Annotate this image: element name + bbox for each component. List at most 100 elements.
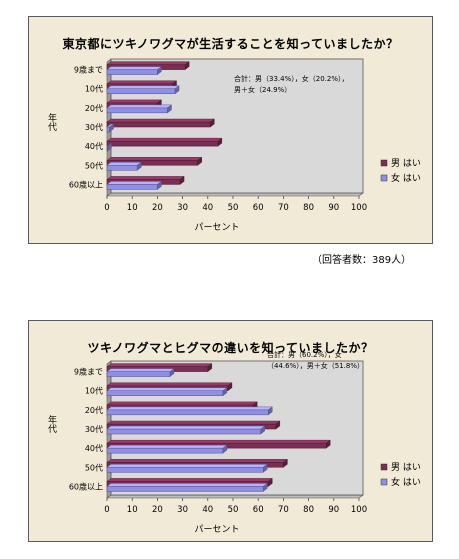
bar-end-face bbox=[268, 478, 273, 487]
x-tick-label: 80 bbox=[303, 505, 314, 515]
x-tick-label: 60 bbox=[253, 505, 264, 515]
bar-male bbox=[106, 121, 211, 128]
bar-top-face bbox=[106, 176, 185, 180]
bar-end-face bbox=[268, 406, 273, 416]
x-tick-label: 30 bbox=[177, 505, 188, 515]
bar-female bbox=[106, 184, 158, 190]
total-annotation: 男＋女（24.9%） bbox=[234, 85, 291, 94]
bar-end-face bbox=[222, 387, 228, 397]
category-label: 10代 bbox=[85, 386, 103, 396]
bar-female bbox=[106, 69, 158, 75]
category-label: 20代 bbox=[85, 103, 103, 113]
bar-end-face bbox=[227, 382, 233, 392]
category-label: 9歳まで bbox=[74, 65, 103, 75]
bar-end-face bbox=[184, 61, 190, 70]
x-tick-label: 10 bbox=[127, 505, 138, 515]
x-axis-label: パーセント bbox=[194, 524, 239, 535]
x-tick-label: 70 bbox=[278, 505, 289, 515]
bar-end-face bbox=[157, 66, 162, 75]
bar-top-face bbox=[106, 61, 190, 65]
bar-end-face bbox=[283, 458, 288, 468]
x-tick-label: 90 bbox=[328, 203, 339, 213]
x-tick-label: 0 bbox=[104, 505, 109, 515]
legend-swatch bbox=[380, 174, 388, 182]
bar-end-face bbox=[197, 156, 202, 166]
bar-end-face bbox=[179, 176, 185, 185]
x-tick-label: 50 bbox=[228, 203, 239, 213]
bar-top-face bbox=[106, 464, 268, 468]
x-tick-label: 90 bbox=[328, 505, 339, 515]
x-tick-label: 100 bbox=[351, 505, 367, 515]
category-label: 50代 bbox=[85, 160, 103, 170]
x-tick-label: 60 bbox=[253, 203, 264, 213]
y-axis-label: 年代 bbox=[46, 414, 57, 434]
legend-swatch bbox=[380, 478, 388, 486]
bar-end-face bbox=[222, 444, 228, 454]
bar-end-face bbox=[137, 161, 142, 171]
total-annotation: 合計：男（60.2%），女 bbox=[267, 350, 342, 359]
chart-svg-2: 0 10 20 30 40 50 60 70 80 90 100 パーセント 年代 9歳まで 10代 20代 3… bbox=[46, 350, 421, 535]
bar-end-face bbox=[263, 483, 268, 492]
bar-top-face bbox=[106, 401, 258, 406]
bar-top-face bbox=[106, 444, 228, 449]
bar-top-face bbox=[106, 382, 233, 386]
bar-female bbox=[106, 165, 138, 171]
bar-end-face bbox=[263, 463, 268, 473]
total-annotation: （44.6%），男＋女（51.8%） bbox=[267, 361, 364, 370]
category-label: 60歳以上 bbox=[69, 481, 103, 491]
bar-top-face bbox=[106, 459, 288, 463]
bar-end-face bbox=[167, 104, 172, 114]
category-label: 40代 bbox=[85, 141, 103, 151]
bar-top-face bbox=[106, 181, 162, 185]
x-tick-label: 20 bbox=[152, 203, 163, 213]
x-tick-label: 10 bbox=[127, 203, 138, 213]
category-label: 40代 bbox=[85, 443, 103, 453]
chart-panel-1: 東京都にツキノワグマが生活することを知っていましたか？ 0 10 20 30 40 50 6… bbox=[28, 16, 433, 244]
legend-swatch bbox=[380, 463, 388, 471]
bar-top-face bbox=[106, 104, 173, 109]
bar-top-face bbox=[106, 483, 268, 487]
x-axis-label: パーセント bbox=[194, 222, 239, 233]
bar-top-face bbox=[106, 157, 203, 161]
x-tick-label: 100 bbox=[351, 203, 367, 213]
plot-floor bbox=[106, 192, 364, 197]
bar-female bbox=[106, 409, 269, 416]
bar-female bbox=[106, 467, 264, 473]
bar-end-face bbox=[157, 181, 162, 190]
bar-top-face bbox=[106, 137, 223, 142]
bar-end-face bbox=[275, 420, 281, 430]
bar-end-face bbox=[109, 123, 114, 133]
category-label: 10代 bbox=[85, 84, 103, 94]
total-annotation: 合計：男（33.4%），女（20.2%）， bbox=[234, 74, 348, 83]
bar-top-face bbox=[106, 406, 273, 411]
x-tick-label: 40 bbox=[202, 505, 213, 515]
bar-top-face bbox=[106, 425, 266, 430]
chart-title: ツキノワグマとヒグマの違いを知っていましたか？ bbox=[87, 341, 374, 355]
legend-label: 女 はい bbox=[391, 476, 421, 488]
bar-female bbox=[106, 107, 168, 114]
chart-panel-2: ツキノワグマとヒグマの違いを知っていましたか？ 0 10 20 30 40 50 60 70 8… bbox=[28, 320, 433, 542]
y-axis-label: 年代 bbox=[46, 112, 57, 132]
bar-female bbox=[106, 447, 224, 454]
category-label: 60歳以上 bbox=[69, 179, 103, 189]
bar-female bbox=[106, 390, 224, 396]
category-label: 9歳まで bbox=[74, 367, 103, 377]
bar-top-face bbox=[106, 363, 213, 367]
category-label: 30代 bbox=[85, 122, 103, 132]
bar-end-face bbox=[169, 368, 175, 377]
bar-male bbox=[106, 140, 219, 147]
category-label: 50代 bbox=[85, 462, 103, 472]
legend-swatch bbox=[380, 159, 388, 167]
bar-end-face bbox=[260, 425, 265, 435]
plot-floor bbox=[106, 494, 364, 499]
category-label: 20代 bbox=[85, 405, 103, 415]
bar-end-face bbox=[174, 85, 180, 95]
x-tick-label: 30 bbox=[177, 203, 188, 213]
legend-label: 女 はい bbox=[391, 172, 421, 184]
bar-top-face bbox=[106, 99, 162, 104]
bar-end-face bbox=[107, 142, 112, 152]
bar-top-face bbox=[106, 387, 228, 391]
bar-end-face bbox=[210, 118, 215, 128]
respondents-note: （回答者数：389人） bbox=[312, 255, 412, 266]
bar-top-face bbox=[106, 368, 175, 372]
